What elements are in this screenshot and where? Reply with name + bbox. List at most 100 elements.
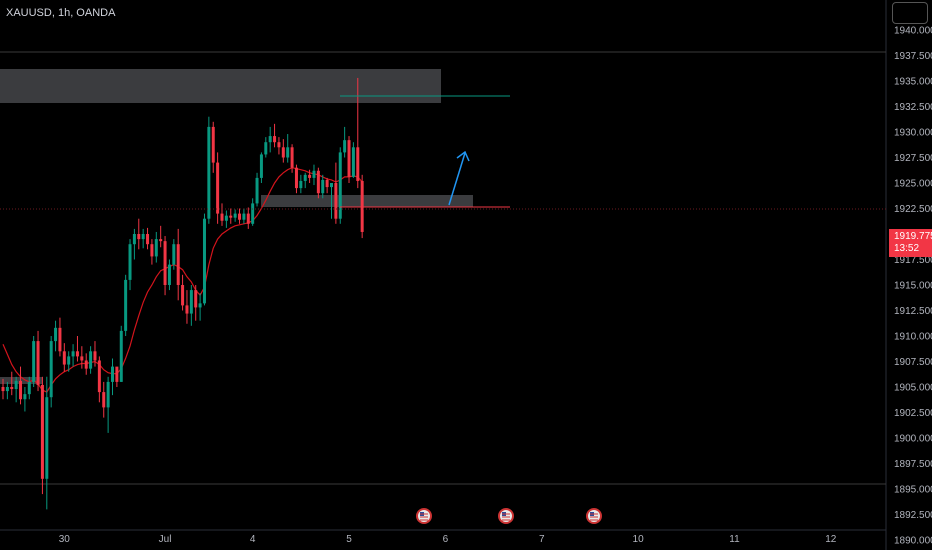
y-tick-label: 1917.500 bbox=[894, 255, 932, 266]
projection-arrow-head bbox=[456, 150, 470, 162]
candle-body bbox=[198, 303, 202, 308]
y-tick-label: 1900.000 bbox=[894, 434, 932, 445]
candle-body bbox=[360, 180, 364, 232]
candle-body bbox=[321, 179, 325, 194]
candle-body bbox=[181, 285, 185, 306]
candle-body bbox=[36, 341, 40, 385]
candle-body bbox=[102, 392, 106, 408]
y-tick-label: 1930.000 bbox=[894, 128, 932, 139]
price-scale-button[interactable] bbox=[892, 2, 928, 24]
y-tick-label: 1927.500 bbox=[894, 153, 932, 164]
candle-body bbox=[251, 203, 255, 224]
candle-body bbox=[62, 351, 66, 365]
candle-body bbox=[189, 290, 193, 314]
candle-body bbox=[23, 394, 27, 400]
candle-body bbox=[40, 384, 44, 479]
candle-body bbox=[1, 387, 5, 392]
candle-countdown: 13:52 bbox=[894, 243, 920, 255]
candle-body bbox=[49, 341, 53, 398]
x-tick-label: 30 bbox=[59, 534, 71, 545]
candle-body bbox=[97, 360, 101, 393]
y-tick-label: 1912.500 bbox=[894, 306, 932, 317]
y-tick-label: 1905.000 bbox=[894, 383, 932, 394]
x-tick-label: 12 bbox=[825, 534, 837, 545]
last-price-tag: 1919.775 13:52 bbox=[889, 229, 932, 258]
y-tick-label: 1892.500 bbox=[894, 510, 932, 521]
candle-body bbox=[334, 183, 338, 219]
us-flag-event-icon[interactable] bbox=[498, 508, 514, 524]
candle-body bbox=[246, 213, 250, 224]
candle-body bbox=[294, 167, 298, 189]
y-tick-label: 1932.500 bbox=[894, 102, 932, 113]
candle-body bbox=[330, 183, 333, 188]
symbol-label: XAUUSD, 1h, OANDA bbox=[6, 7, 116, 19]
candle-body bbox=[10, 387, 14, 390]
us-flag-event-icon[interactable] bbox=[586, 508, 602, 524]
y-tick-label: 1895.000 bbox=[894, 485, 932, 496]
candle-body bbox=[80, 356, 84, 361]
candle-body bbox=[119, 330, 123, 382]
candle-body bbox=[176, 244, 180, 285]
candle-body bbox=[128, 244, 132, 280]
candle-body bbox=[27, 381, 31, 395]
y-tick-label: 1922.500 bbox=[894, 204, 932, 215]
candle-body bbox=[159, 239, 163, 242]
candle-body bbox=[273, 136, 277, 143]
candle-body bbox=[356, 147, 360, 181]
x-tick-label: 11 bbox=[729, 534, 740, 545]
candle-body bbox=[115, 366, 119, 382]
candle-body bbox=[137, 234, 141, 240]
candle-body bbox=[124, 279, 128, 331]
x-tick-label: Jul bbox=[159, 534, 172, 545]
candle-body bbox=[141, 234, 145, 240]
candle-body bbox=[75, 351, 79, 357]
candle-body bbox=[132, 234, 136, 245]
candle-body bbox=[14, 380, 18, 390]
candle-body bbox=[220, 213, 224, 221]
candle-body bbox=[45, 397, 49, 479]
candle-body bbox=[84, 360, 88, 369]
resistance-zone bbox=[0, 69, 441, 103]
candle-body bbox=[202, 218, 206, 304]
candle-body bbox=[312, 170, 316, 178]
candle-body bbox=[277, 142, 281, 148]
candle-body bbox=[229, 215, 233, 218]
candle-body bbox=[233, 213, 237, 218]
y-tick-label: 1907.500 bbox=[894, 357, 932, 368]
candle-body bbox=[93, 351, 97, 361]
y-tick-label: 1902.500 bbox=[894, 408, 932, 419]
last-price-value: 1919.775 bbox=[894, 231, 932, 243]
candle-body bbox=[255, 177, 259, 204]
candle-body bbox=[211, 126, 215, 163]
y-tick-label: 1910.000 bbox=[894, 332, 932, 343]
candle-body bbox=[172, 244, 176, 265]
candle-body bbox=[163, 241, 167, 285]
x-tick-label: 10 bbox=[633, 534, 645, 545]
candle-body bbox=[67, 356, 71, 365]
candle-body bbox=[268, 136, 272, 143]
y-tick-label: 1937.500 bbox=[894, 51, 932, 62]
candle-body bbox=[32, 341, 36, 382]
y-tick-label: 1935.000 bbox=[894, 77, 932, 88]
y-tick-label: 1915.000 bbox=[894, 281, 932, 292]
y-tick-label: 1897.500 bbox=[894, 459, 932, 470]
projection-arrow bbox=[448, 152, 466, 206]
candle-body bbox=[325, 179, 329, 188]
candle-body bbox=[54, 327, 58, 342]
us-flag-event-icon[interactable] bbox=[416, 508, 432, 524]
y-tick-label: 1925.000 bbox=[894, 179, 932, 190]
moving-average-line bbox=[2, 167, 363, 393]
candle-body bbox=[299, 180, 303, 189]
candle-body bbox=[194, 290, 198, 308]
y-tick-label: 1940.000 bbox=[894, 26, 932, 37]
x-tick-label: 4 bbox=[250, 534, 256, 545]
x-tick-label: 7 bbox=[539, 534, 545, 545]
candle-body bbox=[5, 387, 9, 392]
candle-body bbox=[303, 174, 307, 181]
candle-body bbox=[242, 213, 246, 220]
candle-body bbox=[281, 147, 285, 158]
candle-body bbox=[224, 215, 228, 221]
candle-body bbox=[154, 239, 158, 257]
candle-body bbox=[343, 140, 347, 153]
